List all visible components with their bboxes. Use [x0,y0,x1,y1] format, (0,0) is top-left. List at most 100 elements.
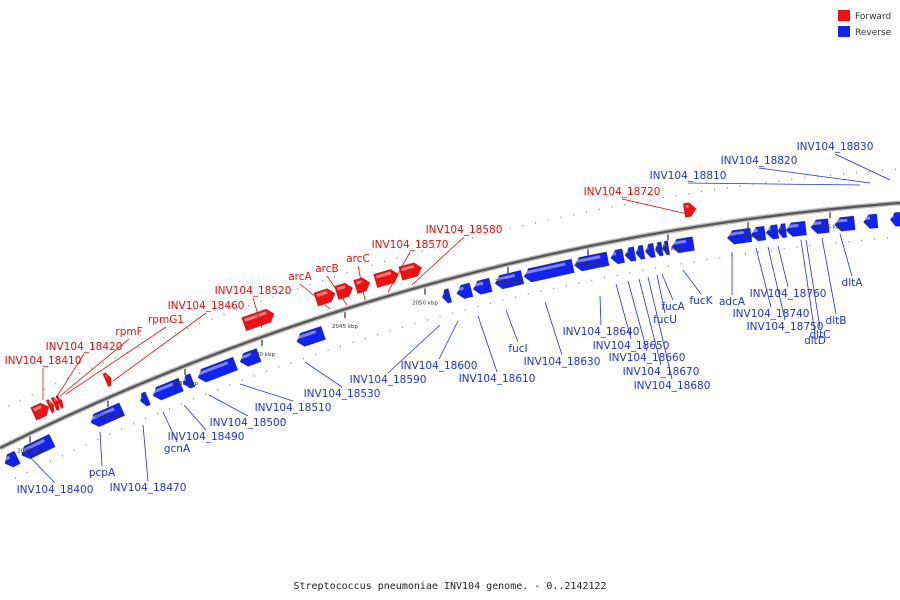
forward-gene-label: arcC [346,253,370,265]
reverse-leader-line [162,411,178,443]
kbp-tick-label: 2040 kbp [249,352,275,358]
reverse-leader-line [755,247,772,308]
reverse-gene-label: gcnA [164,443,191,455]
reverse-gene-30 [889,211,900,227]
legend-reverse-label: Reverse [855,28,892,38]
reverse-leader-line [99,431,103,467]
reverse-leader-line [183,404,207,431]
reverse-leader-line [777,245,789,288]
forward-gene-label: arcA [288,271,312,283]
reverse-gene-label: INV104_18490 [168,431,245,443]
reverse-gene-13 [523,258,575,283]
forward-gene-label: INV104_18720 [584,186,661,198]
forward-gene-3 [55,394,64,410]
reverse-gene-26 [785,220,807,237]
reverse-gene-label: dltC [809,329,830,341]
kbp-tick-label: 2030 kbp [95,413,121,419]
forward-leader-line [387,251,411,293]
kbp-tick-label: 2075 kbp [817,224,843,230]
reverse-gene-15 [610,248,626,265]
reverse-gene-label: INV104_18680 [634,380,711,392]
reverse-gene-label: INV104_18510 [255,402,332,414]
kbp-tick-label: 2065 kbp [655,246,681,252]
reverse-leader-line [834,153,891,181]
kbp-tick-label: 2060 kbp [575,261,601,267]
forward-gene-label: INV104_18570 [372,239,449,251]
forward-leader-line [55,353,85,399]
forward-leader-line [252,297,263,329]
forward-gene-7 [334,282,354,301]
forward-gene-label: INV104_18460 [168,300,245,312]
reverse-gene-label: dltD [804,335,826,347]
reverse-gene-label: INV104_18630 [524,356,601,368]
reverse-leader-line [304,361,343,388]
reverse-gene-12 [494,269,525,290]
reverse-leader-line [627,280,648,352]
reverse-gene-label: dltB [826,315,847,327]
forward-leader-line [326,275,348,306]
forward-gene-4 [102,372,112,388]
reverse-gene-20 [662,240,671,256]
reverse-leader-line [805,239,821,329]
genome-backbone [0,201,900,449]
reverse-gene-24 [765,224,780,240]
reverse-leader-line [387,324,441,374]
legend-forward-swatch [838,10,850,21]
kbp-tick-label: 2025 kbp [17,448,43,454]
forward-gene-label: INV104_18520 [215,285,292,297]
reverse-gene-28 [834,215,856,232]
reverse-gene-label: INV104_18500 [210,417,287,429]
reverse-gene-29 [863,213,879,229]
reverse-gene-27 [810,218,830,235]
reverse-leader-line [544,301,563,356]
reverse-gene-2 [90,402,126,428]
forward-leader-line [621,198,693,216]
reverse-leader-line [800,239,816,335]
reverse-gene-label: dltA [842,277,864,289]
reverse-gene-21 [671,236,695,254]
forward-gene-2 [50,396,60,412]
reverse-leader-line [505,309,519,343]
reverse-leader-line [839,233,853,277]
reverse-gene-label: INV104_18470 [110,482,187,494]
reverse-gene-11 [472,277,493,295]
reverse-gene-1 [21,433,56,460]
forward-leader-line [299,283,331,310]
reverse-leader-line [656,274,666,314]
reverse-gene-label: fucU [653,314,677,326]
reverse-gene-label: INV104_18640 [563,326,640,338]
forward-gene-0 [30,402,50,421]
reverse-gene-7 [239,348,262,367]
reverse-gene-label: INV104_18760 [750,288,827,300]
forward-gene-label: INV104_18420 [46,341,123,353]
reverse-gene-label: INV104_18600 [401,360,478,372]
kbp-tick-label: 2055 kbp [495,279,521,285]
reverse-gene-18 [645,242,656,259]
reverse-leader-line [661,273,674,301]
reverse-gene-9 [441,288,453,304]
forward-gene-label: rpmF [115,326,142,338]
reverse-leader-line [647,276,673,380]
reverse-gene-label: fucI [508,343,527,355]
forward-leader-line [411,236,465,286]
reverse-leader-line [208,394,249,417]
label-layer: INV104_18410 INV104_18420 rpmF rpmG1 INV104_… [5,141,891,496]
reverse-gene-label: INV104_18750 [747,321,824,333]
reverse-gene-label: INV104_18660 [609,352,686,364]
forward-leader-line [357,265,366,301]
reverse-gene-5 [182,373,196,389]
reverse-leader-line [682,269,702,295]
reverse-leader-line [477,315,498,373]
forward-gene-label: INV104_18580 [426,224,503,236]
forward-leader-line [59,338,130,397]
forward-gene-10 [398,262,423,281]
reverse-gene-label: adcA [719,296,746,308]
forward-gene-label: rpmG1 [148,314,184,326]
legend-reverse-swatch [838,26,850,37]
reverse-gene-label: INV104_18610 [459,373,536,385]
forward-gene-label: INV104_18410 [5,355,82,367]
forward-gene-9 [373,268,399,289]
reverse-gene-label: INV104_18650 [593,340,670,352]
forward-leader-line [65,326,167,395]
